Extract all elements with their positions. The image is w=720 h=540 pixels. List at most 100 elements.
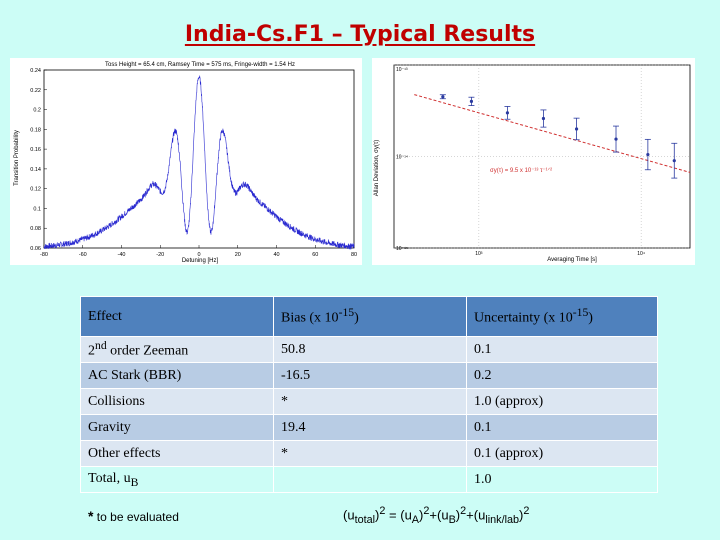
ramsey-ytick-label: 0.14 [30, 167, 41, 173]
allan-ticks: 10⁻¹³ 10⁻¹⁴ 10⁻¹⁵ 10³ 10⁴ [396, 67, 645, 257]
ramsey-ytick-label: 0.06 [30, 246, 41, 252]
ramsey-ytick-label: 0.16 [30, 147, 41, 153]
cell-effect-prefix: 2 [88, 343, 95, 359]
cell-uncertainty: 0.1 (approx) [466, 440, 658, 467]
f-link-sub: link/lab [485, 513, 520, 526]
header-uncertainty-exp: -15 [572, 306, 589, 320]
cell-effect: Gravity [80, 414, 274, 441]
f-close-3: ) [455, 507, 461, 523]
footnote: * to be evaluated [88, 508, 179, 524]
cell-effect: Collisions [80, 388, 274, 415]
footnote-text: to be evaluated [96, 510, 179, 524]
ramsey-xtick-label: 0 [197, 252, 200, 258]
allan-xtick-label: 10³ [475, 251, 483, 257]
allan-svg: 10⁻¹³ 10⁻¹⁴ 10⁻¹⁵ 10³ 10⁴ σy(τ) = 9.5 x 10⁻¹… [374, 64, 691, 263]
table-row: 2nd order Zeeman 50.8 0.1 [80, 336, 658, 363]
allan-point [646, 152, 650, 157]
ramsey-xtick-label: -40 [118, 252, 126, 258]
footnote-star: * [88, 508, 94, 524]
allan-fit-line [414, 94, 691, 173]
allan-point [541, 116, 546, 121]
header-effect-label: Effect [88, 308, 122, 324]
cell-bias [273, 466, 467, 493]
allan-point [505, 111, 510, 115]
cell-bias: 19.4 [273, 414, 467, 441]
f-close-4: ) [519, 507, 524, 523]
cell-uncertainty: 0.2 [466, 362, 658, 389]
cell-uncertainty: 1.0 (approx) [466, 388, 658, 415]
cell-effect: Other effects [80, 440, 274, 467]
header-bias-exp: -15 [338, 306, 355, 320]
table-row: Collisions * 1.0 (approx) [80, 388, 658, 415]
f-rhs: = (u [389, 507, 412, 523]
allan-point [441, 95, 445, 99]
cell-bias: 50.8 [273, 336, 467, 363]
ramsey-ytick-label: 0.22 [30, 88, 41, 94]
allan-deviation-chart: 10⁻¹³ 10⁻¹⁴ 10⁻¹⁵ 10³ 10⁴ σy(τ) = 9.5 x 10⁻¹… [372, 58, 695, 265]
ramsey-xtick-label: -20 [156, 252, 164, 258]
table-row-total: Total, uB 1.0 [80, 466, 658, 493]
allan-point [614, 137, 618, 141]
ramsey-svg: Toss Height = 65.4 cm, Ramsey Time = 575… [14, 62, 357, 264]
cell-effect-sup: nd [95, 339, 107, 353]
cell-effect: Total, uB [80, 466, 274, 493]
f-lhs: (u [343, 507, 355, 523]
slide-title: India-Cs.F1 – Typical Results [184, 22, 536, 47]
f-exp-3: 2 [460, 505, 467, 517]
f-exp-2: 2 [423, 505, 430, 517]
allan-grid [394, 64, 690, 249]
allan-point [574, 127, 579, 131]
cell-effect-sub: B [130, 475, 139, 489]
cell-bias: * [273, 388, 467, 415]
cell-uncertainty: 1.0 [466, 466, 658, 493]
cell-effect-text: Total, u [88, 470, 131, 486]
cell-bias: -16.5 [273, 362, 467, 389]
table-row: Gravity 19.4 0.1 [80, 414, 658, 441]
header-effect: Effect [80, 296, 274, 337]
f-exp-1: 2 [379, 505, 386, 517]
ramsey-xlabel: Detuning [Hz] [182, 258, 219, 264]
cell-effect-text: order Zeeman [110, 343, 189, 359]
f-a-sub: A [411, 513, 420, 526]
f-b-sub: B [448, 513, 456, 526]
f-plus-u-1: +(u [429, 507, 449, 523]
header-bias: Bias (x 10-15) [273, 296, 467, 337]
ramsey-ytick-label: 0.2 [33, 108, 41, 114]
header-uncertainty-label: Uncertainty (x 10 [474, 310, 573, 326]
ramsey-ytick-label: 0.24 [30, 68, 41, 74]
ramsey-xtick-label: 20 [235, 252, 241, 258]
allan-ylabel: Allan Deviation, σy(τ) [374, 140, 380, 196]
allan-ytick-label: 10⁻¹⁵ [396, 246, 408, 252]
f-close-1: ) [375, 507, 380, 523]
f-lhs-sub: total [354, 513, 376, 526]
ramsey-xtick-label: -80 [40, 252, 48, 258]
cell-uncertainty: 0.1 [466, 336, 658, 363]
cell-bias: * [273, 440, 467, 467]
cell-uncertainty: 0.1 [466, 414, 658, 441]
ramsey-top-label: Toss Height = 65.4 cm, Ramsey Time = 575… [105, 62, 295, 68]
ramsey-plot-frame [43, 69, 355, 249]
table-row: AC Stark (BBR) -16.5 0.2 [80, 362, 658, 389]
table-header-row: Effect Bias (x 10-15) Uncertainty (x 10-… [80, 296, 658, 337]
ramsey-xtick-label: 60 [312, 252, 318, 258]
ramsey-fringe-chart: Toss Height = 65.4 cm, Ramsey Time = 575… [10, 58, 362, 265]
ramsey-ytick-label: 0.18 [30, 127, 41, 133]
allan-fit-label: σy(τ) = 9.5 x 10⁻¹³ τ⁻¹ᐟ² [490, 167, 552, 174]
uncertainty-formula: (utotal)2 = (uA)2+(uB)2+(ulink/lab)2 [343, 505, 529, 526]
allan-point [672, 159, 676, 163]
ramsey-fringe-series [43, 75, 355, 250]
f-close-2: ) [419, 507, 424, 523]
header-bias-label: Bias (x 10 [281, 310, 339, 326]
allan-xtick-label: 10⁴ [637, 251, 645, 257]
results-table: Effect Bias (x 10-15) Uncertainty (x 10-… [80, 296, 658, 493]
header-uncertainty-suffix: ) [588, 310, 593, 326]
allan-ytick-label: 10⁻¹³ [396, 67, 408, 73]
header-bias-suffix: ) [354, 310, 359, 326]
ramsey-xtick-label: 40 [273, 252, 279, 258]
cell-effect: AC Stark (BBR) [80, 362, 274, 389]
allan-point [469, 99, 474, 104]
ramsey-xtick-label: -60 [79, 252, 87, 258]
header-uncertainty: Uncertainty (x 10-15) [466, 296, 658, 337]
f-exp-4: 2 [523, 505, 530, 517]
ramsey-xtick-label: 80 [351, 252, 357, 258]
